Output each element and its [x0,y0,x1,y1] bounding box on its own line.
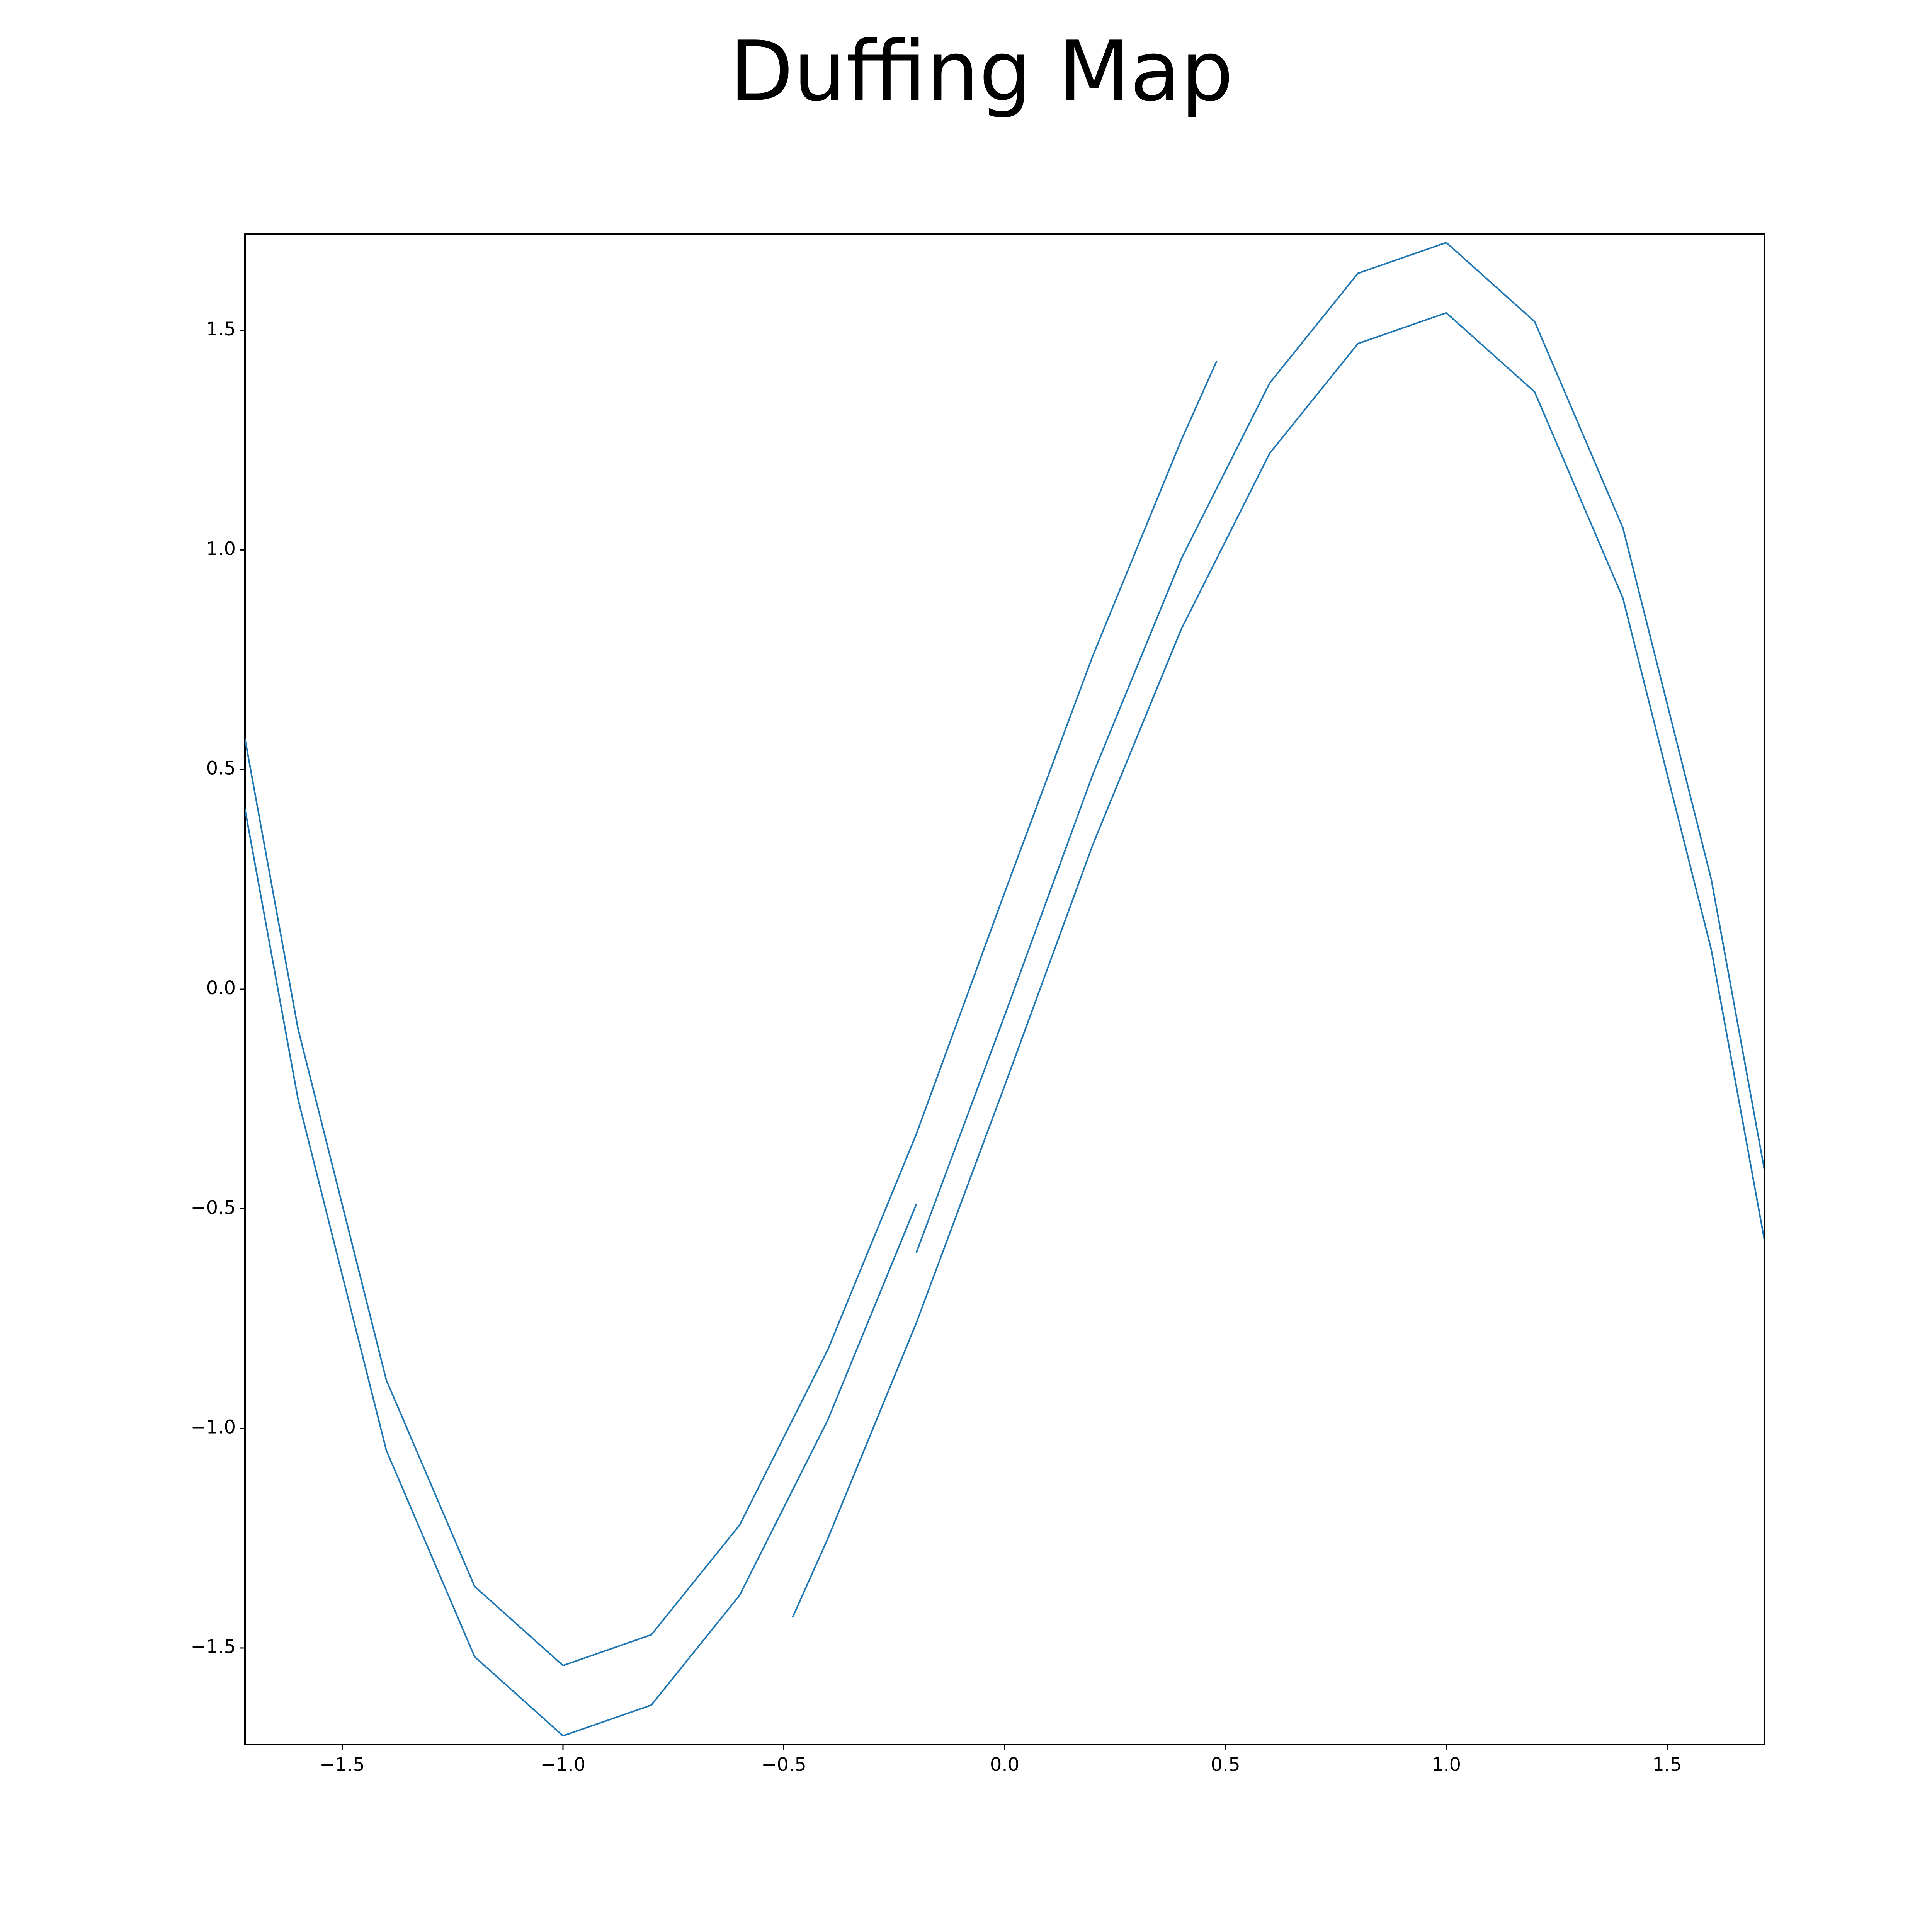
y-tick-label: 0.5 [206,758,236,779]
y-tick-label: −1.5 [190,1636,236,1658]
x-tick-label: 1.0 [1432,1754,1461,1776]
x-tick-label: 0.0 [990,1754,1019,1776]
x-tick-label: −1.5 [320,1754,365,1776]
y-tick-label: 0.0 [206,977,236,999]
chart-title: Duffing Map [730,23,1234,120]
y-tick-label: 1.5 [206,318,236,340]
x-tick-label: −1.0 [541,1754,586,1776]
data-line [245,242,1764,1737]
y-tick-label: 1.0 [206,538,236,560]
x-tick-label: 0.5 [1211,1754,1240,1776]
x-tick-label: 1.5 [1652,1754,1682,1776]
y-tick-label: −1.0 [190,1417,236,1438]
y-tick-label: −0.5 [190,1197,236,1218]
x-tick-label: −0.5 [761,1754,806,1776]
plot-frame [244,233,1765,1745]
